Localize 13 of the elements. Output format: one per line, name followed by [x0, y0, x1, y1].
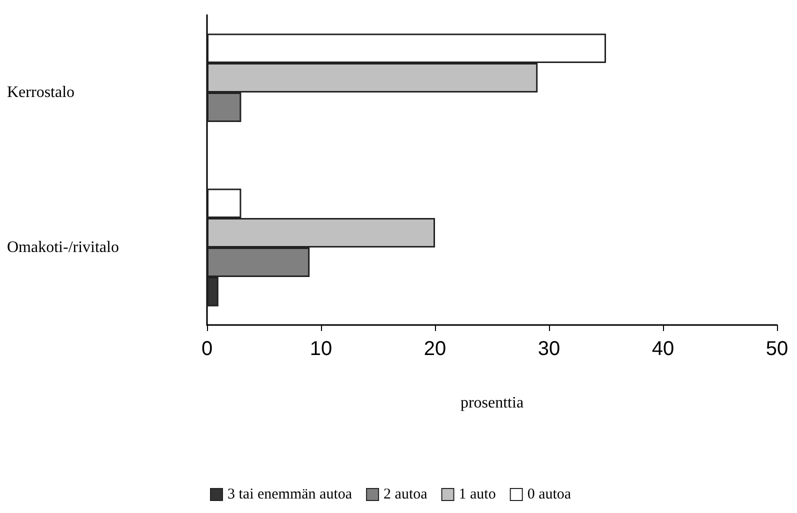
- legend-label: 2 autoa: [384, 486, 428, 502]
- y-tick-label: Omakoti-/rivitalo: [7, 239, 119, 256]
- x-axis-title: prosenttia: [460, 394, 524, 412]
- x-tick-label: 50: [766, 338, 788, 360]
- legend-label: 1 auto: [458, 486, 496, 502]
- y-tick-label: Kerrostalo: [7, 84, 75, 101]
- x-tick-label: 20: [424, 338, 446, 360]
- x-tick-label: 30: [538, 338, 560, 360]
- x-tick-label: 0: [201, 338, 213, 360]
- x-tick-label: 10: [310, 338, 332, 360]
- x-tick-label: 40: [652, 338, 674, 360]
- legend-label: 3 tai enemmän autoa: [228, 486, 352, 502]
- legend-label: 0 autoa: [527, 486, 572, 502]
